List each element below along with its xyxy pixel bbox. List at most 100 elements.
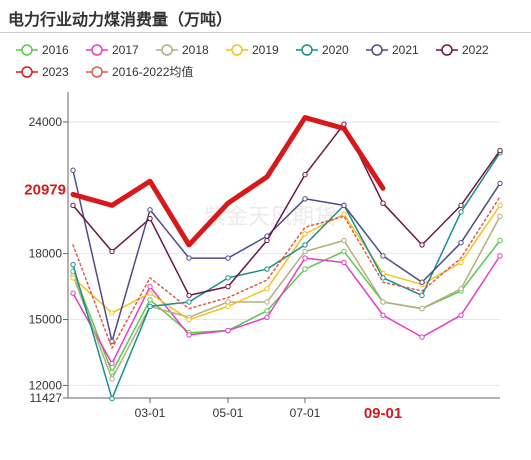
x-tick-label: 05-01 <box>213 406 244 420</box>
data-point <box>497 237 503 244</box>
y-tick-label: 15000 <box>29 313 63 327</box>
legend-item-2019[interactable]: 2019 <box>226 43 279 57</box>
series-2018 <box>70 213 503 382</box>
legend[interactable]: 2016 2017 2018 2019 2020 2021 2022 2023 2016-202… <box>16 43 489 79</box>
data-point <box>70 202 76 209</box>
legend-marker <box>301 44 313 56</box>
series-line <box>72 151 501 400</box>
series-line <box>72 255 501 365</box>
data-point <box>225 327 231 334</box>
chart-title: 电力行业动力煤消费量（万吨） <box>8 10 233 29</box>
data-point <box>497 147 503 154</box>
grid-lines <box>68 121 500 399</box>
data-point <box>497 202 503 209</box>
legend-label: 2018 <box>182 43 209 57</box>
legend-item-2022[interactable]: 2022 <box>436 43 489 57</box>
legend-label: 2022 <box>462 43 489 57</box>
data-point <box>70 261 76 268</box>
y-tick-label: 24000 <box>29 115 63 129</box>
data-point <box>225 255 231 261</box>
series-2017 <box>70 253 503 367</box>
legend-item-2020[interactable]: 2020 <box>296 43 349 57</box>
legend-marker <box>91 66 103 78</box>
legend-label: 2020 <box>322 43 349 57</box>
data-point <box>264 314 270 321</box>
series-line <box>72 215 501 380</box>
data-point <box>380 299 386 305</box>
data-point <box>302 255 308 261</box>
data-point <box>264 266 270 272</box>
series-line <box>72 123 501 297</box>
legend-label: 2021 <box>392 43 419 57</box>
legend-marker <box>161 44 173 56</box>
legend-marker <box>371 44 383 56</box>
data-point <box>225 303 231 310</box>
data-point <box>147 283 153 290</box>
data-point <box>419 242 425 248</box>
legend-label: 2023 <box>42 65 69 79</box>
data-point <box>264 286 270 292</box>
highlight-y-label: 20979 <box>24 181 66 198</box>
data-point <box>109 360 115 367</box>
data-point <box>341 202 347 209</box>
legend-marker <box>441 44 453 56</box>
data-point <box>497 253 503 259</box>
data-point <box>497 180 503 187</box>
x-tick-label: 07-01 <box>290 406 321 420</box>
legend-marker <box>21 44 33 56</box>
series-lines <box>70 115 503 402</box>
data-point <box>186 292 192 299</box>
data-point <box>186 316 192 323</box>
legend-item-2016[interactable]: 2016 <box>16 43 69 57</box>
data-point <box>225 283 231 290</box>
data-point <box>341 248 347 255</box>
data-point <box>109 310 115 316</box>
data-point <box>341 211 347 217</box>
data-point <box>419 334 425 340</box>
data-point <box>458 312 464 318</box>
y-tick-label: 11427 <box>30 391 63 405</box>
data-point <box>302 266 308 272</box>
data-point <box>497 213 503 220</box>
data-point <box>109 376 115 382</box>
data-point <box>380 253 386 259</box>
series-2023 <box>70 115 386 248</box>
title-divider <box>0 32 531 33</box>
legend-label: 2016-2022均值 <box>112 64 193 79</box>
legend-marker <box>231 44 243 56</box>
legend-item-2021[interactable]: 2021 <box>366 43 419 57</box>
data-point <box>458 209 464 215</box>
data-point <box>380 312 386 318</box>
data-point <box>70 275 76 281</box>
legend-item-2023[interactable]: 2023 <box>16 65 69 79</box>
data-point <box>458 202 464 209</box>
legend-item-2018[interactable]: 2018 <box>156 43 209 57</box>
data-point <box>302 171 308 178</box>
data-point <box>458 259 464 266</box>
data-point <box>225 299 231 305</box>
data-point <box>341 237 347 244</box>
data-point <box>70 167 76 173</box>
legend-item-2017[interactable]: 2017 <box>86 43 139 57</box>
data-point <box>419 279 425 285</box>
data-point <box>419 292 425 299</box>
data-point <box>302 242 308 248</box>
legend-label: 2016 <box>42 43 69 57</box>
data-point <box>302 231 308 237</box>
data-point <box>147 215 153 222</box>
data-point <box>147 207 153 213</box>
legend-item-2016-2022均值[interactable]: 2016-2022均值 <box>86 64 193 79</box>
data-point <box>109 248 115 255</box>
data-point <box>186 332 192 338</box>
series-2021 <box>70 167 503 345</box>
data-point <box>458 240 464 246</box>
data-point <box>109 395 115 402</box>
data-point <box>70 290 76 296</box>
data-point <box>147 303 153 310</box>
y-tick-label: 18000 <box>29 247 63 261</box>
data-point <box>186 299 192 305</box>
data-point <box>341 259 347 266</box>
series-line <box>72 195 501 349</box>
data-point <box>458 286 464 292</box>
